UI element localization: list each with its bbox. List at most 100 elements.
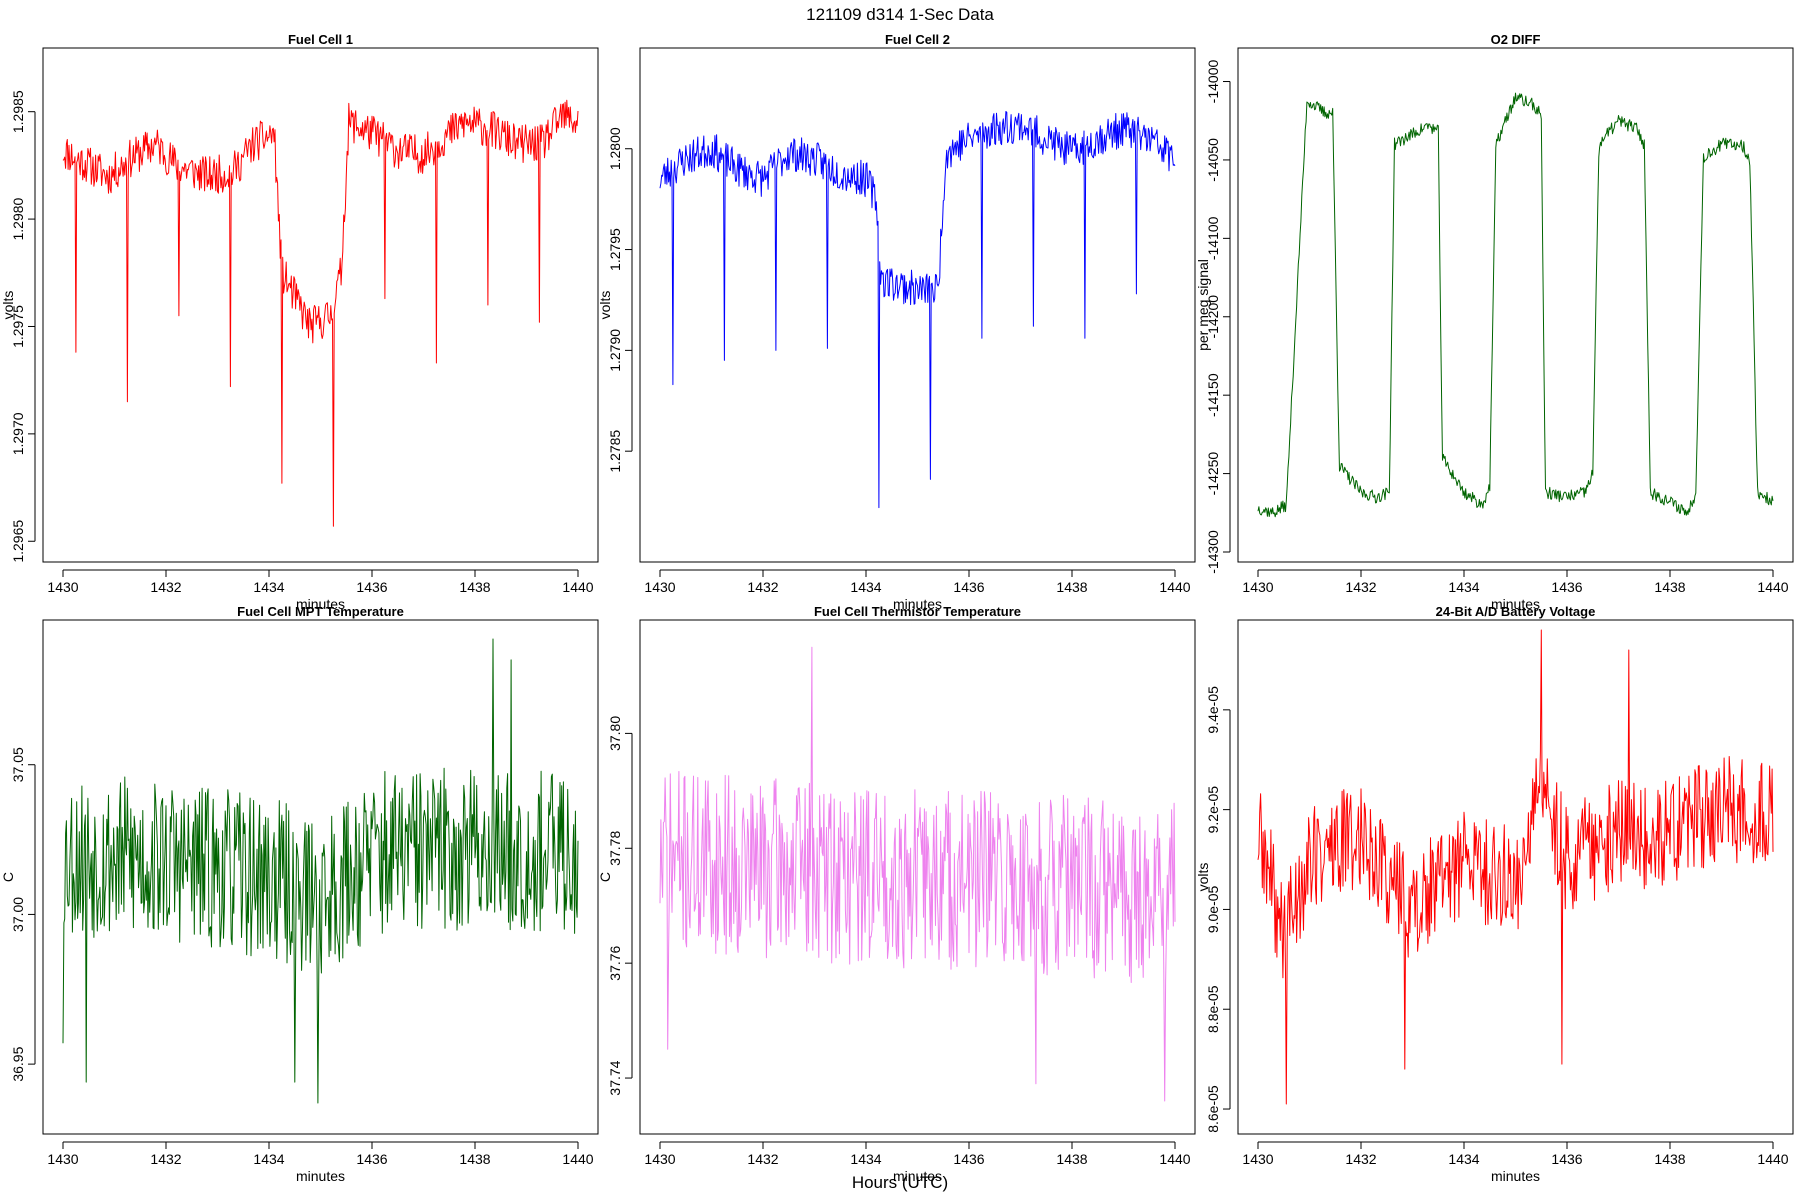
plot-frame [1237, 619, 1794, 1135]
x-tick-label: 1440 [562, 1151, 593, 1167]
y-tick-label: -14150 [1205, 373, 1221, 417]
y-tick-label: 1.2790 [607, 329, 623, 372]
y-tick-label: 37.78 [607, 831, 623, 866]
x-tick-label: 1436 [1551, 579, 1582, 595]
x-tick-label: 1430 [1242, 579, 1273, 595]
y-axis-label: C [0, 872, 16, 882]
x-tick-label: 1430 [644, 1151, 675, 1167]
x-axis-label: minutes [1491, 1168, 1540, 1184]
plot-frame [639, 619, 1196, 1135]
x-tick-label: 1432 [1345, 579, 1376, 595]
y-axis-label: C [597, 872, 613, 882]
x-tick-label: 1432 [1345, 1151, 1376, 1167]
x-tick-label: 1438 [459, 579, 490, 595]
x-tick-label: 1438 [1056, 1151, 1087, 1167]
x-tick-label: 1430 [1242, 1151, 1273, 1167]
x-tick-label: 1434 [1448, 1151, 1479, 1167]
plot-title: 24-Bit A/D Battery Voltage [1436, 604, 1596, 619]
x-axis-label: minutes [296, 1168, 345, 1184]
x-tick-label: 1436 [1551, 1151, 1582, 1167]
plot-title: Fuel Cell Thermistor Temperature [814, 604, 1021, 619]
series-line [62, 99, 579, 527]
plot-frame [42, 47, 599, 563]
x-tick-label: 1432 [150, 1151, 181, 1167]
page-title: 121109 d314 1-Sec Data [806, 5, 994, 24]
x-tick-label: 1430 [47, 1151, 78, 1167]
y-axis-label: per meg signal [1195, 259, 1211, 351]
y-tick-label: 9.2e-05 [1205, 786, 1221, 834]
plot-frame [639, 47, 1196, 563]
x-tick-label: 1436 [953, 579, 984, 595]
x-tick-label: 1436 [953, 1151, 984, 1167]
x-tick-label: 1436 [356, 1151, 387, 1167]
y-tick-label: 8.6e-05 [1205, 1085, 1221, 1133]
y-tick-label: 1.2975 [10, 305, 26, 348]
y-tick-label: -14000 [1205, 60, 1221, 104]
y-tick-label: 36.95 [10, 1046, 26, 1081]
x-tick-label: 1432 [747, 579, 778, 595]
y-tick-label: 1.2970 [10, 412, 26, 455]
x-tick-label: 1432 [150, 579, 181, 595]
series-line [1257, 92, 1774, 518]
y-tick-label: 37.74 [607, 1060, 623, 1095]
x-tick-label: 1440 [1757, 1151, 1788, 1167]
y-tick-label: 1.2795 [607, 228, 623, 271]
y-tick-label: 1.2985 [10, 90, 26, 133]
plot-title: Fuel Cell 1 [288, 32, 353, 47]
y-tick-label: 8.8e-05 [1205, 985, 1221, 1033]
panel-fc1: Fuel Cell 1 1430 1432 1434 1436 1438 1440 minut… [0, 32, 599, 612]
panel-therm: Fuel Cell Thermistor Temperature 1430 1432… [597, 604, 1196, 1184]
y-tick-label: 1.2800 [607, 127, 623, 170]
y-tick-label: -14250 [1205, 452, 1221, 496]
x-tick-label: 1440 [1159, 579, 1190, 595]
series-line [1257, 629, 1774, 1105]
plot-title: Fuel Cell MPT Temperature [237, 604, 404, 619]
panel-o2: O2 DIFF 1430 1432 1434 1436 1438 1440 minutes -1… [1195, 32, 1794, 612]
y-tick-label: 37.05 [10, 747, 26, 782]
y-tick-label: 37.00 [10, 897, 26, 932]
x-tick-label: 1440 [1757, 579, 1788, 595]
bottom-label: Hours (UTC) [852, 1173, 948, 1192]
plot-frame [1237, 47, 1794, 563]
y-tick-label: 37.80 [607, 716, 623, 751]
x-tick-label: 1436 [356, 579, 387, 595]
y-tick-label: 37.76 [607, 945, 623, 980]
x-tick-label: 1440 [1159, 1151, 1190, 1167]
series-line [659, 111, 1176, 509]
y-tick-label: 1.2980 [10, 197, 26, 240]
x-axis-label: minutes [296, 596, 345, 612]
y-tick-label: 9.4e-05 [1205, 686, 1221, 734]
panel-batt: 24-Bit A/D Battery Voltage 1430 1432 1434 14… [1195, 604, 1794, 1184]
x-axis-label: minutes [893, 596, 942, 612]
y-axis-label: volts [597, 291, 613, 320]
x-tick-label: 1432 [747, 1151, 778, 1167]
panel-fc2: Fuel Cell 2 1430 1432 1434 1436 1438 1440 minut… [597, 32, 1196, 612]
plot-title: O2 DIFF [1491, 32, 1541, 47]
plot-title: Fuel Cell 2 [885, 32, 950, 47]
x-tick-label: 1440 [562, 579, 593, 595]
y-tick-label: -14100 [1205, 216, 1221, 260]
x-tick-label: 1438 [459, 1151, 490, 1167]
panel-mpt: Fuel Cell MPT Temperature 1430 1432 1434 143… [0, 604, 599, 1184]
y-tick-label: 9.0e-05 [1205, 885, 1221, 933]
x-tick-label: 1438 [1654, 579, 1685, 595]
y-axis-label: volts [1195, 863, 1211, 892]
x-tick-label: 1434 [1448, 579, 1479, 595]
x-tick-label: 1434 [253, 1151, 284, 1167]
x-tick-label: 1434 [850, 579, 881, 595]
series-line [62, 638, 579, 1104]
y-tick-label: 1.2965 [10, 520, 26, 563]
x-tick-label: 1438 [1654, 1151, 1685, 1167]
x-tick-label: 1434 [253, 579, 284, 595]
x-tick-label: 1438 [1056, 579, 1087, 595]
plot-frame [42, 619, 599, 1135]
y-tick-label: -14300 [1205, 530, 1221, 574]
y-tick-label: -14200 [1205, 295, 1221, 339]
x-tick-label: 1430 [644, 579, 675, 595]
x-axis-label: minutes [1491, 596, 1540, 612]
y-axis-label: volts [0, 291, 16, 320]
series-line [659, 646, 1176, 1102]
y-tick-label: -14050 [1205, 138, 1221, 182]
x-axis-label: minutes [893, 1168, 942, 1184]
